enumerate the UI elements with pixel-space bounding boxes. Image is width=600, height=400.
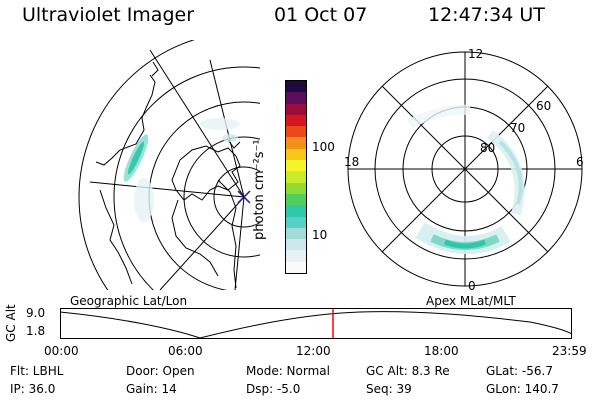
lat-circle <box>113 66 260 290</box>
ip-info: IP: 36.0 <box>10 382 56 396</box>
colorbar <box>285 80 307 274</box>
timeline-ytick-bottom: 1.8 <box>26 324 46 338</box>
geographic-map <box>78 40 260 290</box>
time-label: 12:47:34 UT <box>428 4 545 26</box>
mlat-label-70: 70 <box>510 121 525 135</box>
colorbar-segment <box>286 205 306 217</box>
date-label: 01 Oct 07 <box>274 4 368 26</box>
timeline-yaxis-label: GC Alt <box>4 304 18 342</box>
colorbar-segment <box>286 250 306 262</box>
glat-info: GLat: -56.7 <box>486 364 553 378</box>
gain-info: Gain: 14 <box>126 382 177 396</box>
colorbar-segment <box>286 182 306 194</box>
xtick-0000: 00:00 <box>44 344 79 358</box>
colorbar-segment <box>286 171 306 183</box>
colorbar-segment <box>286 261 306 273</box>
colorbar-segment <box>286 92 306 104</box>
lat-circle <box>213 166 260 228</box>
mlat-label-80: 80 <box>480 141 495 155</box>
colorbar-tick-100: 100 <box>312 140 335 154</box>
colorbar-segment <box>286 227 306 240</box>
lat-circle <box>183 136 260 258</box>
seq-info: Seq: 39 <box>366 382 412 396</box>
xtick-1200: 12:00 <box>296 344 331 358</box>
xtick-0600: 06:00 <box>168 344 203 358</box>
colorbar-segment <box>286 103 306 115</box>
colorbar-segment <box>286 126 306 138</box>
colorbar-segment <box>286 80 306 93</box>
colorbar-segment <box>286 137 306 149</box>
gc-alt-info: GC Alt: 8.3 Re <box>366 364 450 378</box>
mode-info: Mode: Normal <box>246 364 330 378</box>
mlat-label-60: 60 <box>536 99 551 113</box>
polar-aurora <box>407 104 525 254</box>
colorbar-segment <box>286 160 306 172</box>
colorbar-segment <box>286 216 306 228</box>
altitude-curve <box>60 311 572 339</box>
geographic-title: Geographic Lat/Lon <box>70 294 188 308</box>
colorbar-tick-10: 10 <box>312 228 328 242</box>
apex-title: Apex MLat/MLT <box>426 294 516 308</box>
colorbar-segment <box>286 193 306 206</box>
filter-info: Flt: LBHL <box>10 364 64 378</box>
colorbar-segment <box>286 114 306 127</box>
polar-plot: 12 0 18 6 60 70 80 <box>344 47 584 293</box>
colorbar-label: photon cm⁻²s⁻¹ <box>252 139 267 240</box>
mlt-label-18: 18 <box>344 155 359 169</box>
mlt-label-0: 0 <box>468 279 476 293</box>
aurora-emission <box>123 118 240 222</box>
door-info: Door: Open <box>126 364 195 378</box>
instrument-title: Ultraviolet Imager <box>22 4 195 26</box>
colorbar-segment <box>286 148 306 161</box>
glon-info: GLon: 140.7 <box>486 382 559 396</box>
timeline-ytick-top: 9.0 <box>26 306 46 320</box>
xtick-2359: 23:59 <box>552 344 587 358</box>
dsp-info: Dsp: -5.0 <box>246 382 301 396</box>
orbit-timeline <box>60 308 572 339</box>
lat-circle <box>78 40 196 290</box>
mlt-label-12: 12 <box>468 47 483 61</box>
colorbar-segment <box>286 239 306 251</box>
mlt-label-6: 6 <box>576 155 584 169</box>
xtick-1800: 18:00 <box>424 344 459 358</box>
